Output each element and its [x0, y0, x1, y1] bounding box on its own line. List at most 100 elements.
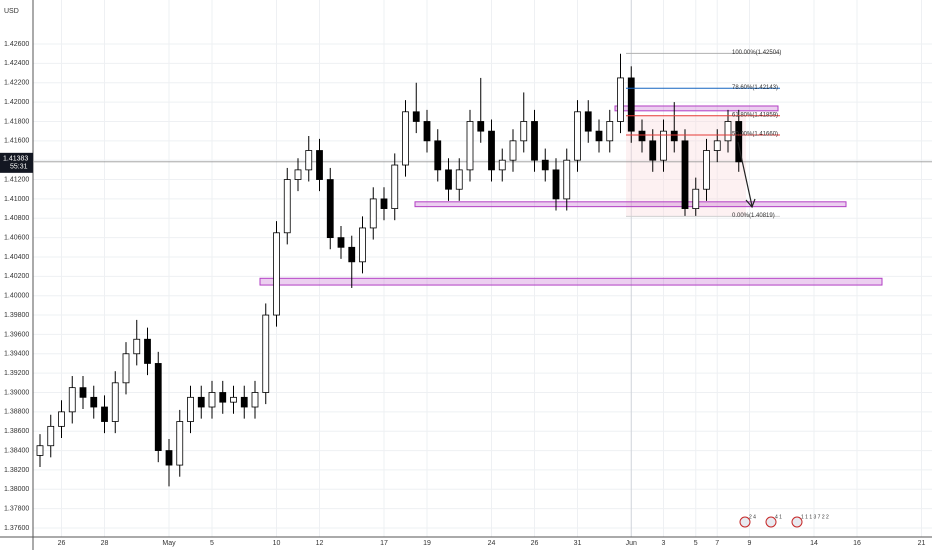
arrow-head [745, 198, 756, 209]
y-tick-label: 1.38600 [4, 428, 29, 435]
x-tick-label: 9 [748, 540, 752, 547]
y-tick-label: 1.41200 [4, 176, 29, 183]
candle-body [36, 445, 44, 456]
candle-body [584, 111, 592, 132]
event-icon [739, 516, 751, 528]
last-price-box [0, 152, 33, 173]
y-tick-label: 1.42600 [4, 41, 29, 48]
event-icon [791, 516, 803, 528]
candle-body [369, 198, 377, 229]
candle-body [402, 111, 409, 166]
y-tick-label: 1.38800 [4, 409, 29, 416]
y-tick-label: 1.40400 [4, 254, 29, 261]
candle-body [144, 338, 151, 364]
zone [259, 277, 883, 286]
x-tick-label: 7 [715, 540, 719, 547]
fib-label: 78.60%(1.42143) [732, 85, 778, 91]
candle-body [230, 396, 237, 403]
candle-body [326, 179, 334, 239]
y-tick-label: 1.39000 [4, 389, 29, 396]
zone [414, 201, 847, 208]
y-tick-label: 1.41000 [4, 196, 29, 203]
x-tick-label: 28 [101, 540, 109, 547]
x-tick-label: 12 [316, 540, 324, 547]
candle-body [627, 77, 635, 132]
x-tick-label: 26 [58, 540, 66, 547]
candle-body [412, 111, 420, 122]
candle-body [649, 140, 657, 161]
y-tick-label: 1.39200 [4, 370, 29, 377]
event-icon [765, 516, 777, 528]
candle-body [68, 387, 76, 413]
candle-body [724, 121, 732, 142]
y-tick-label: 1.38000 [4, 486, 29, 493]
candle-body [574, 111, 581, 161]
candle-body [283, 179, 291, 234]
candle-body [681, 140, 689, 209]
x-tick-label: Jun [626, 540, 637, 547]
candle-body [498, 159, 506, 171]
y-tick-label: 1.38200 [4, 467, 29, 474]
candle-body [90, 396, 98, 408]
candle-body [638, 130, 646, 142]
x-tick-label: 16 [853, 540, 861, 547]
candle-body [187, 396, 194, 422]
fib-label: 61.80%(1.41859) [732, 112, 778, 118]
x-tick-label: 10 [273, 540, 281, 547]
candle-body [595, 130, 603, 142]
countdown-label: 55:31 [10, 164, 28, 171]
y-tick-label: 1.39400 [4, 351, 29, 358]
y-tick-label: 1.41800 [4, 118, 29, 125]
event-label: 2 4 [749, 514, 756, 520]
candle-body [520, 121, 528, 142]
candle-body [133, 338, 141, 355]
y-tick-label: 1.39800 [4, 312, 29, 319]
candle-body [348, 246, 356, 263]
x-tick-label: 19 [423, 540, 431, 547]
candle-body [713, 140, 721, 151]
candle-body [154, 363, 162, 451]
candle-body [58, 411, 65, 427]
candle-body [509, 140, 517, 161]
candle-body [316, 150, 323, 180]
y-tick-label: 1.39600 [4, 331, 29, 338]
candle-body [445, 169, 452, 190]
y-tick-label: 1.40800 [4, 215, 29, 222]
x-tick-label: 21 [918, 540, 926, 547]
candle-body [735, 121, 743, 163]
last-price-label: 1.41383 [3, 156, 28, 163]
candle-body [359, 227, 366, 263]
x-tick-label: 17 [380, 540, 388, 547]
x-tick-label: 3 [662, 540, 666, 547]
candle-body [531, 121, 538, 161]
candle-body [337, 237, 345, 248]
x-tick-label: 14 [810, 540, 818, 547]
candle-body [617, 77, 624, 122]
candle-body [294, 169, 302, 180]
candle-body [111, 382, 119, 422]
candle-body [455, 169, 463, 190]
candle-body [79, 387, 87, 398]
y-tick-label: 1.42200 [4, 80, 29, 87]
x-tick-label: 5 [694, 540, 698, 547]
y-tick-label: 1.40000 [4, 293, 29, 300]
candle-body [208, 392, 216, 408]
fib-label: 50.00%(1.41660) [732, 132, 778, 138]
zone [614, 105, 779, 112]
candle-body [122, 353, 130, 384]
y-tick-label: 1.37800 [4, 505, 29, 512]
fib-label: 0.00%(1.40819) [732, 213, 775, 219]
event-label: 1 1 1 3 7 2 2 [801, 514, 829, 520]
candle-body [552, 169, 560, 200]
arrow [737, 141, 753, 207]
candle-body [251, 392, 259, 408]
candle-body [434, 140, 442, 171]
y-tick-label: 1.38400 [4, 447, 29, 454]
y-tick-label: 1.42400 [4, 60, 29, 67]
candle-body [660, 130, 667, 161]
candle-body [466, 121, 474, 171]
candle-body [176, 421, 184, 466]
x-tick-label: 5 [210, 540, 214, 547]
